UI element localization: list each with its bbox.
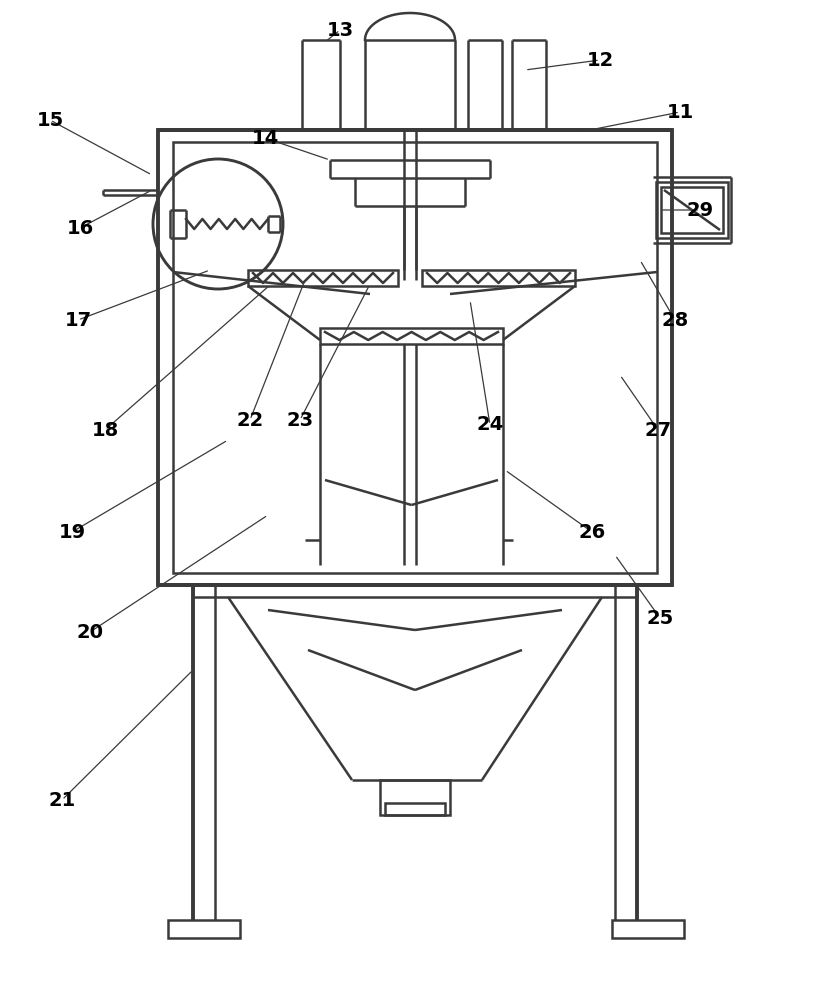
Bar bbox=[385, 803, 445, 815]
Bar bbox=[320, 328, 503, 344]
Text: 15: 15 bbox=[37, 110, 63, 129]
Bar bbox=[158, 130, 672, 585]
Text: 22: 22 bbox=[236, 410, 264, 430]
Text: 24: 24 bbox=[476, 416, 504, 434]
Bar bbox=[656, 182, 728, 238]
Text: 21: 21 bbox=[48, 790, 76, 810]
Text: 23: 23 bbox=[286, 410, 314, 430]
Text: 25: 25 bbox=[646, 608, 674, 628]
Text: 13: 13 bbox=[326, 20, 354, 39]
Text: 19: 19 bbox=[58, 522, 86, 542]
Text: 29: 29 bbox=[686, 200, 714, 220]
Bar bbox=[422, 270, 575, 286]
Bar bbox=[173, 142, 657, 573]
Text: 14: 14 bbox=[251, 128, 279, 147]
Text: 28: 28 bbox=[661, 310, 689, 330]
Text: 17: 17 bbox=[64, 310, 92, 330]
Text: 27: 27 bbox=[645, 420, 671, 440]
Bar bbox=[612, 920, 684, 938]
Text: 18: 18 bbox=[92, 420, 118, 440]
Text: 12: 12 bbox=[586, 50, 614, 70]
Text: 11: 11 bbox=[666, 103, 694, 121]
Bar bbox=[380, 780, 450, 815]
Bar bbox=[168, 920, 240, 938]
Bar bbox=[248, 270, 398, 286]
Text: 20: 20 bbox=[77, 622, 103, 642]
Text: 26: 26 bbox=[578, 522, 605, 542]
Bar bbox=[661, 187, 723, 233]
Text: 16: 16 bbox=[67, 219, 93, 237]
